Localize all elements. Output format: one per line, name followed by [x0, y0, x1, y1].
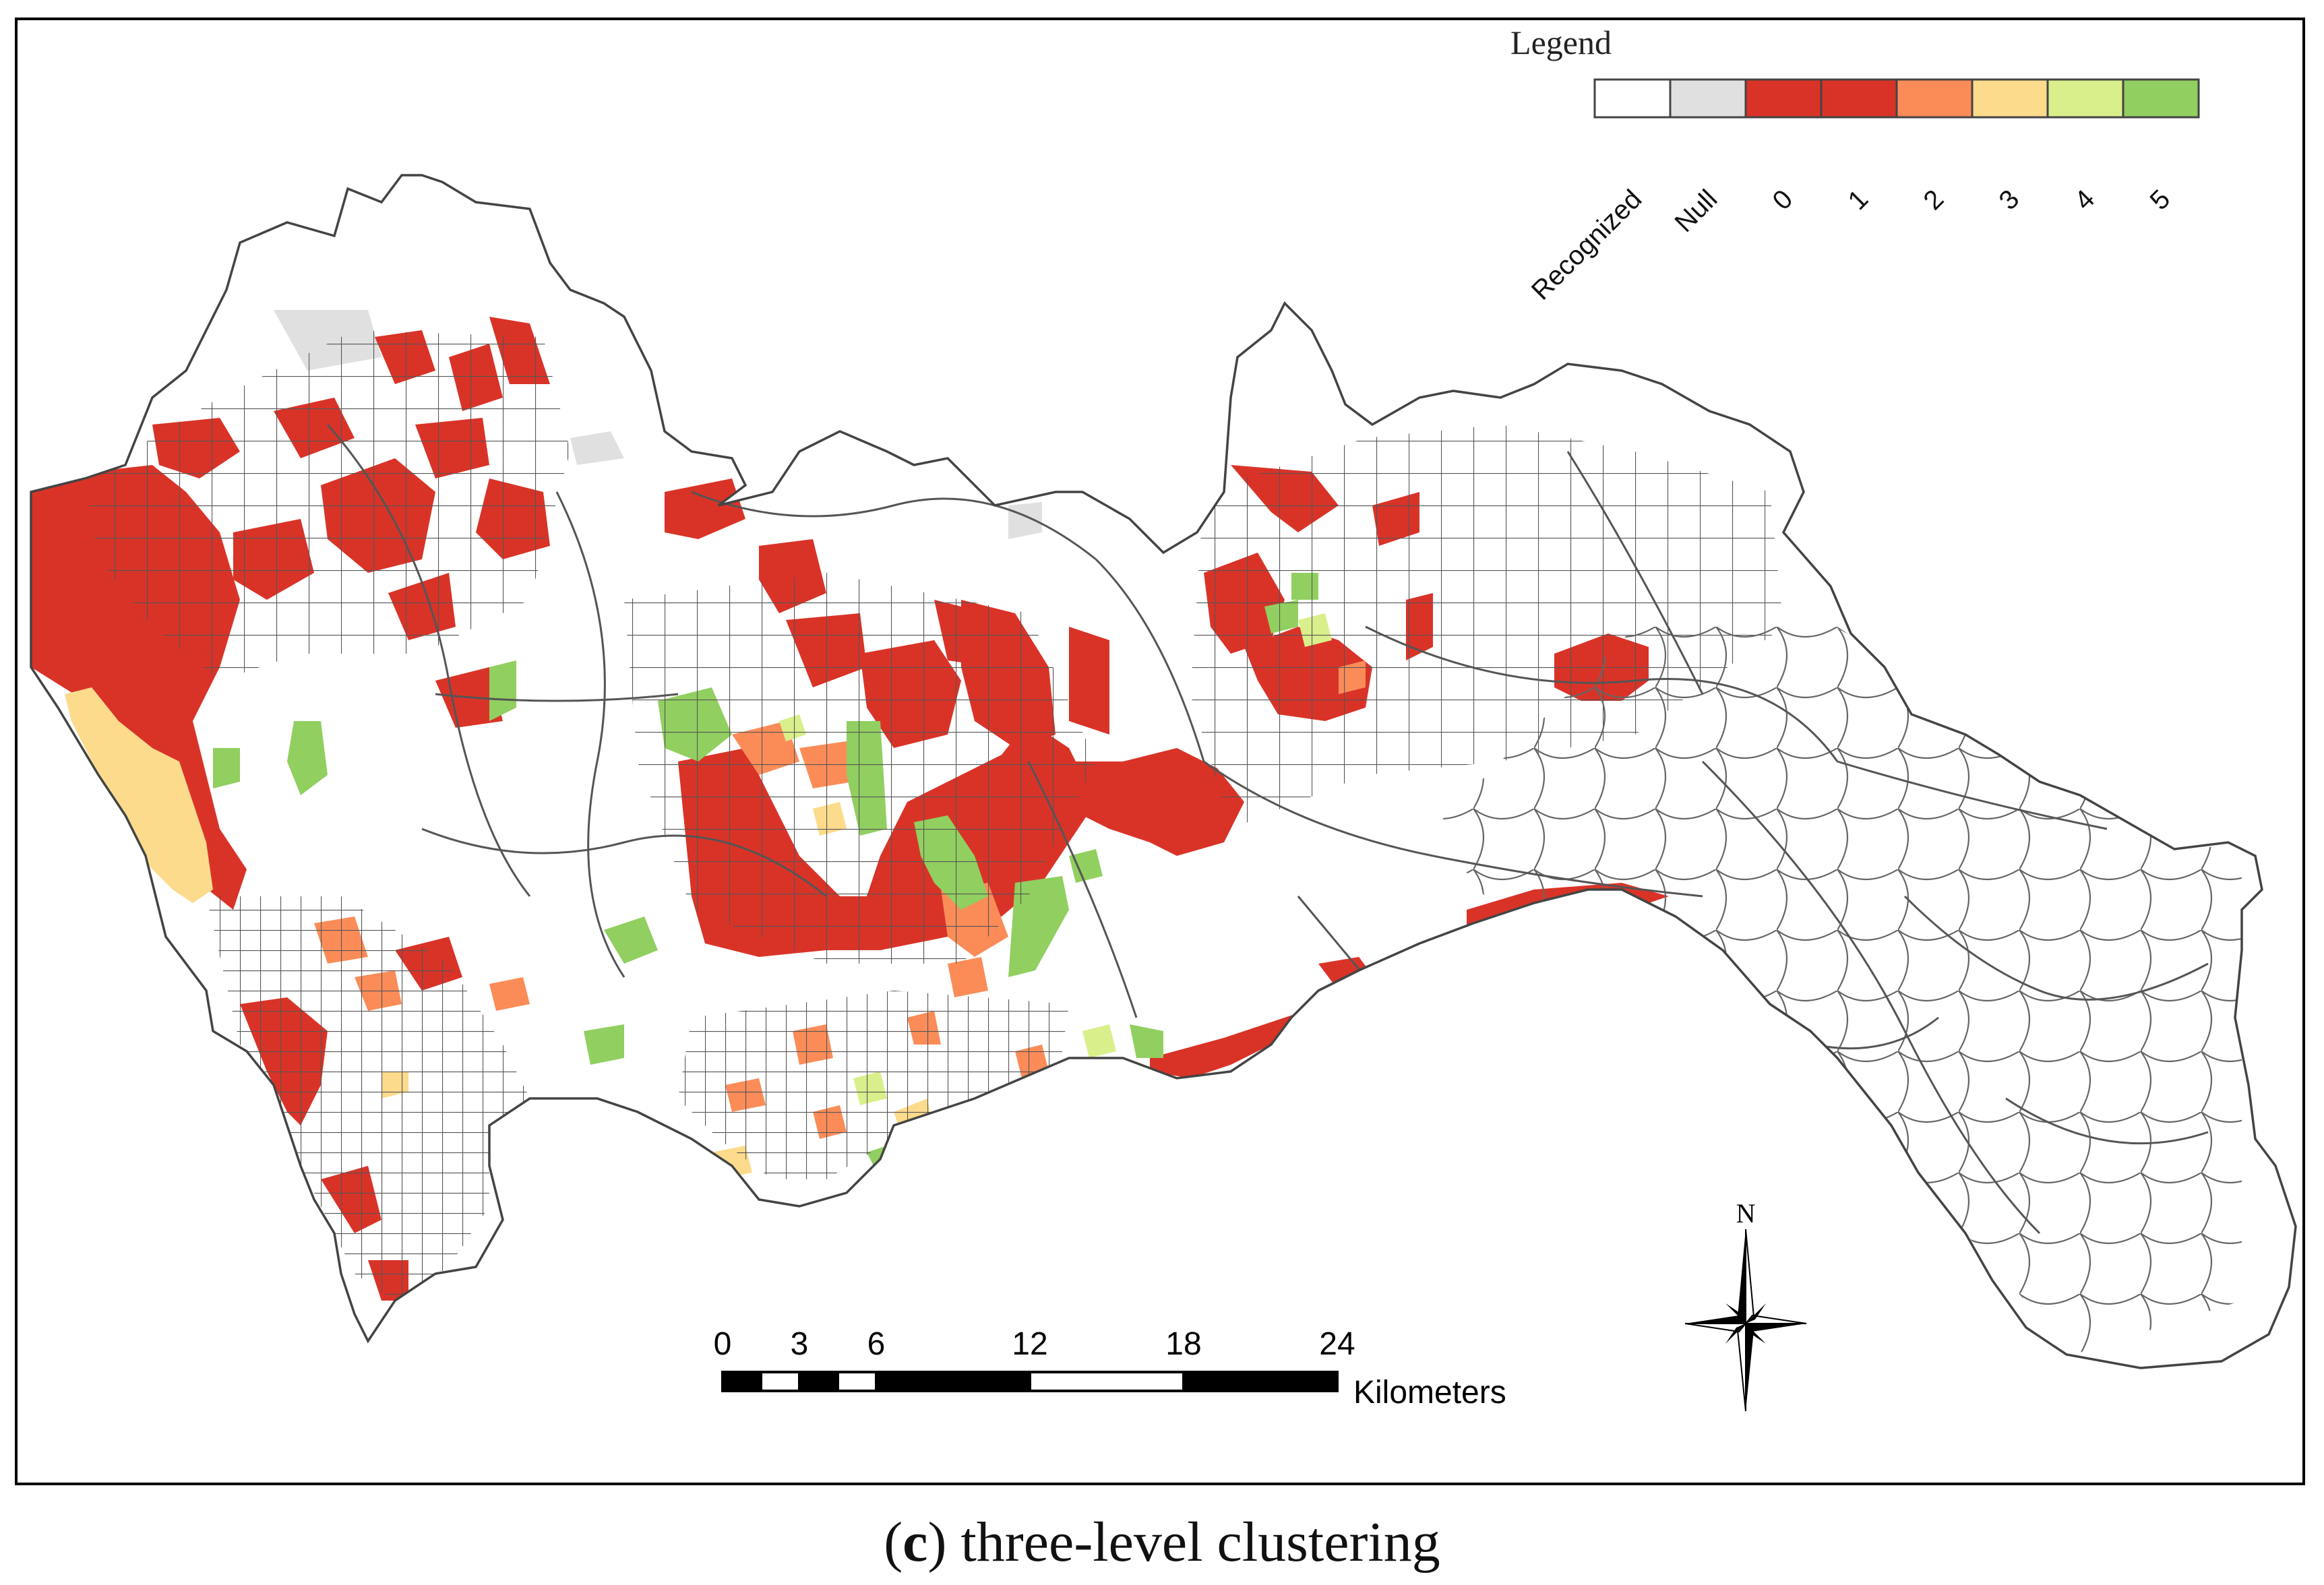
scale-bar-segment-0: [721, 1371, 762, 1392]
scale-bar-segment-3: [836, 1371, 878, 1392]
map-canvas: Legend Recognized Null 0 1 2 3 4 5 0 3 6 12 18 24 Ki…: [30, 24, 2297, 1412]
figure-frame: Legend Recognized Null 0 1 2 3 4 5 0 3 6 12 18 24 Ki…: [15, 18, 2305, 1485]
caption-open: (: [884, 1511, 903, 1574]
legend-label-5: 3: [1994, 184, 2025, 216]
scale-bar-ticks: 0 3 6 12 18 24: [714, 1326, 1355, 1362]
legend-swatch-4: [1895, 78, 1974, 119]
legend-swatch-3: [1820, 78, 1898, 119]
legend-swatch-2: [1744, 78, 1823, 119]
legend-swatch-0: [1593, 78, 1672, 119]
legend-label-6: 4: [2069, 184, 2101, 216]
scale-bar-tick-1: 3: [791, 1326, 809, 1362]
legend-label-1: Null: [1670, 184, 1723, 238]
scale-bar-tick-2: 6: [867, 1326, 886, 1362]
legend-label-7: 5: [2145, 184, 2176, 216]
zone-red-south-coast: [1150, 1004, 1325, 1078]
legend-label-4: 2: [1918, 184, 1950, 216]
scale-bar-segment-6: [1182, 1371, 1339, 1392]
scale-bar: 0 3 6 12 18 24 Kilometers: [714, 1326, 1506, 1410]
road-grid-far-east: [1433, 627, 2242, 1355]
legend-label-2: 0: [1767, 184, 1799, 216]
scale-bar-segment-1: [760, 1371, 801, 1392]
caption-letter: c: [903, 1511, 928, 1574]
caption-close: ): [927, 1511, 947, 1574]
road-grid-northwest: [85, 330, 570, 681]
legend-swatch-1: [1669, 78, 1747, 119]
scale-bar-tick-0: 0: [714, 1326, 732, 1362]
zone-fill-layer: [31, 310, 2242, 1355]
scale-bar-tick-4: 18: [1165, 1326, 1201, 1362]
scale-bar-tick-3: 12: [1012, 1326, 1047, 1362]
road-grid-south-center: [678, 991, 1069, 1179]
legend-label-0: Recognized: [1526, 184, 1647, 305]
scale-bar-segments: [721, 1371, 1339, 1392]
north-label: N: [1736, 1198, 1756, 1229]
figure-caption: (c) three-level clustering: [0, 1510, 2324, 1575]
legend-swatch-7: [2122, 78, 2200, 119]
caption-text: three-level clustering: [946, 1511, 1440, 1574]
scale-bar-segment-4: [875, 1371, 1031, 1392]
legend-swatch-6: [2046, 78, 2124, 119]
major-roads: [326, 424, 2209, 1235]
legend-swatch-5: [1971, 78, 2049, 119]
scale-bar-unit: Kilometers: [1353, 1375, 1506, 1410]
scale-bar-segment-2: [798, 1371, 839, 1392]
scale-bar-segment-5: [1029, 1371, 1185, 1392]
legend-swatches: [1593, 78, 2200, 119]
legend-title: Legend: [1510, 24, 1612, 61]
scale-bar-tick-5: 24: [1319, 1326, 1355, 1362]
legend-labels: Recognized Null 0 1 2 3 4 5: [1526, 184, 2176, 305]
legend: Legend Recognized Null 0 1 2 3 4 5: [1510, 24, 2200, 306]
road-grid-central: [624, 573, 1096, 964]
zone-yellow-coastal: [65, 687, 213, 903]
legend-label-3: 1: [1843, 184, 1874, 216]
compass-rose-icon: N: [1684, 1198, 1807, 1412]
road-grid-southwest: [206, 896, 530, 1301]
